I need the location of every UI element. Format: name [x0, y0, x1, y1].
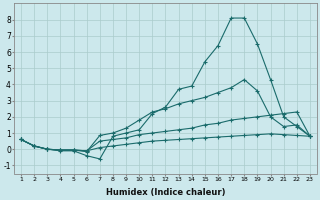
X-axis label: Humidex (Indice chaleur): Humidex (Indice chaleur): [106, 188, 225, 197]
